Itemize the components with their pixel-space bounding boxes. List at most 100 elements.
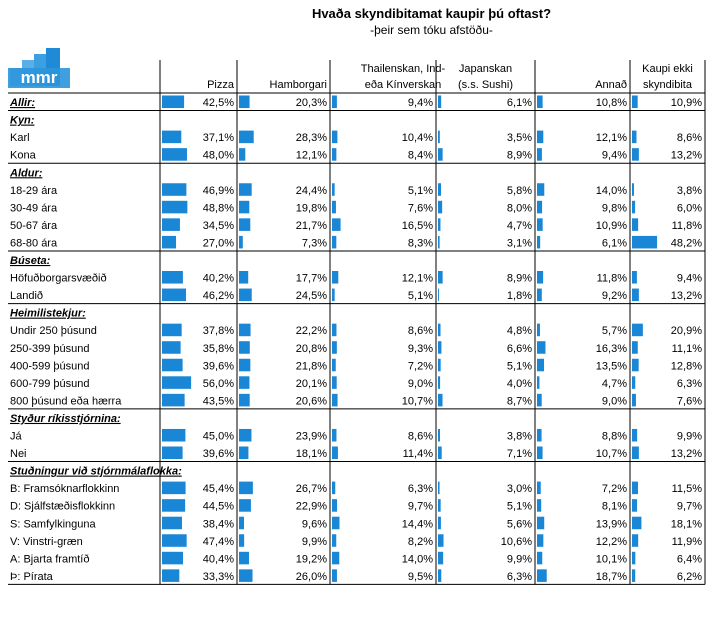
bar (162, 218, 180, 231)
value-label: 4,0% (507, 378, 532, 390)
value-label: 18,7% (596, 571, 627, 583)
bar (162, 288, 187, 302)
bar (239, 516, 244, 530)
value-label: 24,4% (296, 185, 327, 197)
bar (239, 569, 253, 582)
bar (537, 288, 542, 302)
bar (239, 323, 251, 337)
value-label: 9,2% (602, 290, 627, 302)
bar (438, 551, 444, 565)
bar (632, 569, 636, 582)
value-label: 22,2% (296, 325, 327, 337)
bar (332, 551, 340, 565)
bar (632, 148, 639, 161)
value-label: 19,2% (296, 553, 327, 565)
bar (438, 376, 441, 389)
value-label: 8,6% (677, 132, 702, 144)
column-header: Annað (595, 79, 627, 91)
value-label: 16,5% (402, 220, 433, 232)
value-label: 4,7% (602, 378, 627, 390)
bar (239, 341, 250, 354)
value-label: 46,9% (203, 185, 234, 197)
bar (632, 481, 638, 495)
bar (537, 95, 543, 109)
value-label: 19,8% (296, 202, 327, 214)
bar (632, 341, 638, 354)
bar (632, 288, 639, 302)
value-label: 9,5% (408, 571, 433, 583)
row-label: 250-399 þúsund (10, 343, 90, 355)
value-label: 44,5% (203, 501, 234, 513)
value-label: 6,2% (677, 571, 702, 583)
row-label: A: Bjarta framtíð (10, 553, 89, 565)
bar (332, 271, 339, 284)
value-label: 11,8% (672, 220, 703, 232)
bar (537, 499, 542, 512)
bar (632, 323, 643, 337)
bar (239, 551, 249, 565)
value-label: 11,4% (403, 448, 434, 460)
bar (537, 446, 543, 460)
value-label: 14,0% (402, 553, 433, 565)
value-label: 7,6% (677, 395, 702, 407)
value-label: 34,5% (203, 220, 234, 232)
value-label: 13,9% (596, 518, 627, 530)
row-label: Þ: Pírata (10, 571, 54, 583)
bar (239, 130, 254, 144)
value-label: 13,2% (671, 448, 702, 460)
bar (332, 516, 340, 530)
value-label: 22,9% (296, 501, 327, 513)
bar (162, 569, 180, 582)
value-label: 1,8% (507, 290, 532, 302)
value-label: 3,5% (507, 132, 532, 144)
bar (632, 428, 638, 442)
bar (239, 393, 250, 407)
bar (438, 393, 443, 407)
bar (239, 481, 253, 495)
row-label: S: Samfylkinguna (10, 518, 96, 530)
bar (632, 516, 642, 530)
value-label: 14,4% (402, 518, 433, 530)
bar (239, 218, 251, 231)
bar (438, 499, 441, 512)
bar (239, 235, 243, 249)
value-label: 7,2% (408, 360, 433, 372)
value-label: 43,5% (203, 395, 234, 407)
bar (537, 218, 543, 231)
bar (162, 534, 187, 547)
value-label: 9,4% (602, 150, 627, 162)
bar (438, 183, 442, 196)
bar (632, 376, 636, 389)
row-label: 400-599 þúsund (10, 360, 90, 372)
value-label: 20,1% (296, 378, 327, 390)
bar (438, 446, 442, 460)
value-label: 9,9% (507, 553, 532, 565)
row-label: 50-67 ára (10, 220, 58, 232)
bar (239, 376, 250, 389)
bar (537, 551, 543, 565)
bar (162, 358, 183, 372)
bar (239, 428, 252, 442)
value-label: 10,7% (402, 395, 433, 407)
chart-title: Hvaða skyndibitamat kaupir þú oftast? (311, 6, 552, 21)
row-label: B: Framsóknarflokkinn (10, 483, 119, 495)
bar (537, 148, 542, 161)
bar (332, 534, 337, 547)
value-label: 21,8% (296, 360, 327, 372)
row-label: Landið (10, 290, 43, 302)
bar (162, 428, 186, 442)
bar (537, 481, 541, 495)
column-header: Kaupi ekki (642, 63, 693, 75)
bar (239, 200, 250, 214)
value-label: 28,3% (296, 132, 327, 144)
value-label: 24,5% (296, 290, 327, 302)
bar (332, 130, 338, 144)
value-label: 12,1% (296, 150, 327, 162)
value-label: 9,9% (302, 536, 327, 548)
value-label: 12,1% (402, 273, 433, 285)
bar (332, 428, 337, 442)
bar (438, 534, 444, 547)
bar (239, 446, 249, 460)
value-label: 23,9% (296, 431, 327, 443)
value-label: 27,0% (203, 237, 234, 249)
